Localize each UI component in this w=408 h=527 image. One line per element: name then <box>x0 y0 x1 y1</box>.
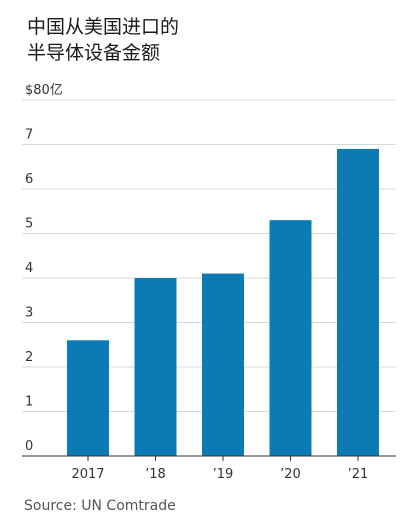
y-tick-label: 6 <box>25 172 33 187</box>
bar <box>202 273 244 456</box>
y-tick-label: $80亿 <box>25 83 63 98</box>
y-tick-label: 7 <box>25 128 33 143</box>
x-tick-label: ’19 <box>213 467 234 482</box>
x-tick-label: ’18 <box>145 467 166 482</box>
y-tick-label: 0 <box>25 439 33 454</box>
y-tick-labels: 0 1 2 3 4 5 6 7 $80亿 <box>25 83 63 454</box>
source-note: Source: UN Comtrade <box>24 498 176 514</box>
chart-title: 中国从美国进口的 半导体设备金额 <box>27 14 179 66</box>
y-tick-label: 4 <box>25 261 33 276</box>
chart-title-line-1: 中国从美国进口的 <box>27 16 180 38</box>
y-tick-label: 2 <box>25 350 33 365</box>
bar <box>67 340 109 456</box>
y-tick-label: 5 <box>25 217 33 232</box>
x-tick-labels: 2017 ’18 ’19 ’20 ’21 <box>71 456 368 482</box>
x-tick-label: ’21 <box>348 467 369 482</box>
x-tick-label: 2017 <box>71 467 104 482</box>
y-tick-label: 3 <box>25 306 33 321</box>
bar <box>337 148 379 456</box>
bar <box>269 220 312 456</box>
chart-title-line-2: 半导体设备金额 <box>27 42 161 64</box>
bars <box>67 148 379 456</box>
y-tick-label: 1 <box>25 395 33 410</box>
x-tick-label: ’20 <box>280 467 301 482</box>
bar <box>134 278 177 456</box>
bar-chart: 0 1 2 3 4 5 6 7 $80亿 2017 ’18 ’19 ’20 ’21 <box>22 83 396 482</box>
